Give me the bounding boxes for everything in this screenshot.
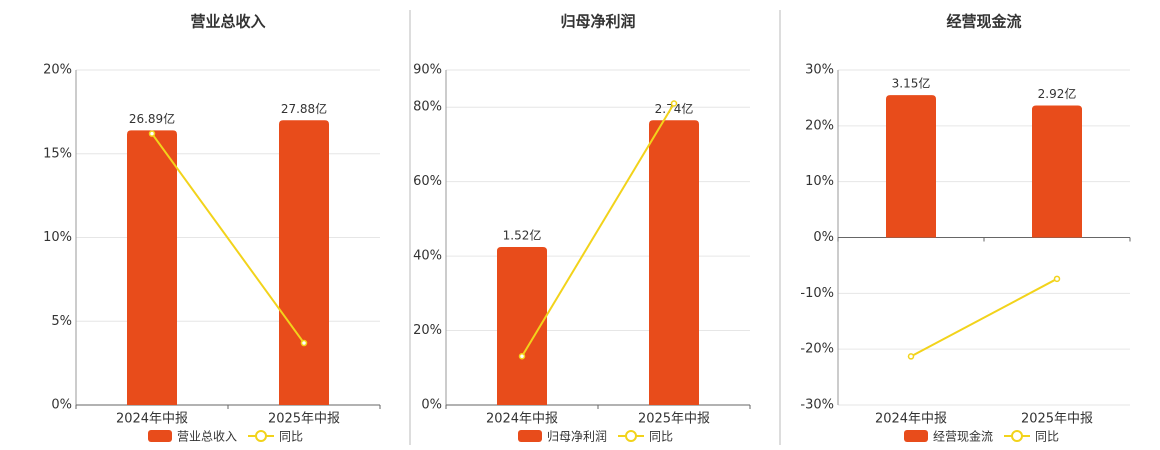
x-tick-label: 2025年中报: [638, 412, 710, 427]
y-tick-label: 40%: [413, 249, 442, 264]
y-tick-label: 0%: [813, 230, 834, 245]
legend-marker: [625, 430, 637, 442]
x-tick-label: 2024年中报: [116, 412, 188, 427]
legend-label: 营业总收入: [177, 430, 237, 444]
value-label: 2.74亿: [655, 101, 694, 116]
y-tick-label: -20%: [800, 342, 834, 357]
line-point: [1053, 275, 1061, 283]
value-label: 1.52亿: [503, 228, 542, 243]
line: [910, 277, 1058, 358]
legend-label: 归母净利润: [547, 430, 607, 444]
x-tick-label: 2024年中报: [486, 412, 558, 427]
y-tick-label: 90%: [413, 63, 442, 78]
x-tick-label: 2024年中报: [875, 412, 947, 427]
y-tick-label: 60%: [413, 174, 442, 189]
bar: [649, 120, 699, 405]
bar: [886, 95, 936, 238]
legend-label: 同比: [279, 430, 303, 444]
y-tick-label: 30%: [805, 63, 834, 78]
y-tick-label: 80%: [413, 100, 442, 115]
legend-label: 同比: [1035, 430, 1059, 444]
value-label: 3.15亿: [892, 76, 931, 91]
y-tick-label: 20%: [413, 323, 442, 338]
legend-swatch: [518, 430, 542, 442]
line-point: [670, 100, 678, 107]
y-tick-label: 20%: [43, 63, 72, 78]
y-tick-label: 20%: [805, 118, 834, 133]
legend-label: 经营现金流: [933, 429, 993, 444]
y-tick-label: 10%: [805, 174, 834, 189]
x-tick-label: 2025年中报: [268, 412, 340, 427]
value-label: 27.88亿: [281, 101, 327, 116]
y-tick-label: 0%: [51, 398, 72, 413]
value-label: 26.89亿: [129, 111, 175, 126]
y-tick-label: 10%: [43, 230, 72, 245]
legend-marker: [255, 430, 267, 442]
chart-title: 经营现金流: [946, 13, 1021, 31]
line: [521, 102, 675, 357]
y-tick-label: 0%: [421, 398, 442, 413]
line-point: [148, 130, 156, 137]
line-point: [300, 339, 308, 347]
y-tick-label: 5%: [51, 314, 72, 329]
legend-label: 同比: [649, 430, 673, 444]
legend-swatch: [904, 430, 928, 442]
x-tick-label: 2025年中报: [1021, 412, 1093, 427]
legend-marker: [1011, 430, 1023, 442]
legend-swatch: [148, 430, 172, 442]
bar: [127, 130, 177, 406]
bar: [497, 247, 547, 405]
line-point: [518, 352, 526, 360]
y-tick-label: -30%: [800, 398, 834, 413]
line-point: [907, 353, 915, 360]
bar: [279, 120, 329, 405]
y-tick-label: -10%: [800, 286, 834, 301]
chart-title: 归母净利润: [560, 13, 635, 31]
value-label: 2.92亿: [1038, 86, 1077, 101]
line: [151, 133, 305, 344]
bar: [1032, 105, 1082, 238]
y-tick-label: 15%: [43, 146, 72, 161]
chart-title: 营业总收入: [190, 13, 265, 31]
